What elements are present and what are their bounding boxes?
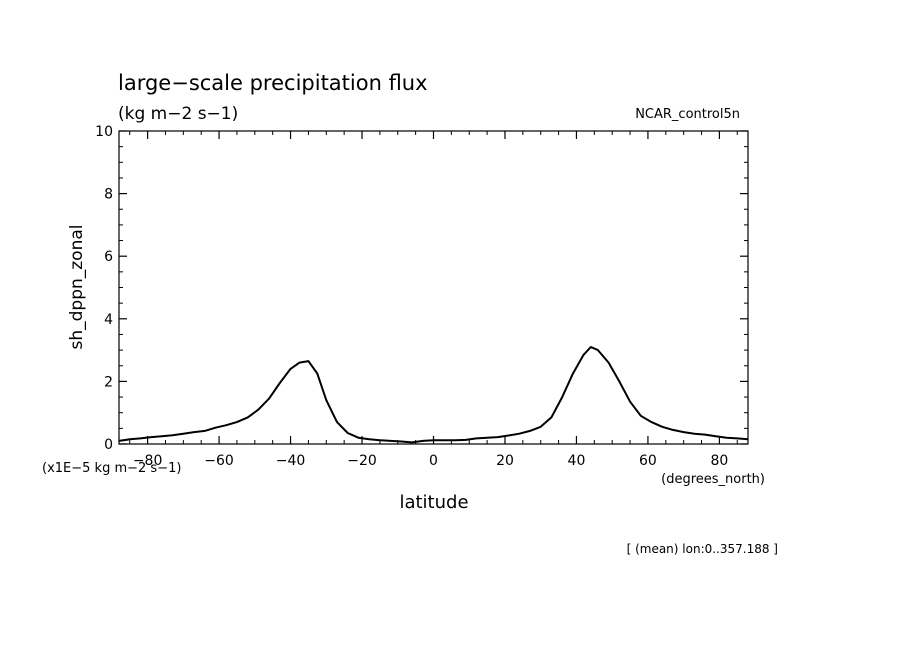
series-group <box>118 346 749 444</box>
x-tick-label: 40 <box>568 453 586 469</box>
y-axis: 0 2 4 6 8 10 <box>95 124 748 453</box>
chart-subtitle: (kg m−2 s−1) <box>118 104 238 124</box>
x-units-label: (degrees_north) <box>661 472 765 487</box>
chart-title: large−scale precipitation flux <box>118 71 428 95</box>
x-tick-label: 80 <box>710 453 728 469</box>
y-tick-label: 10 <box>95 124 113 140</box>
x-tick-label: −60 <box>204 453 234 469</box>
x-axis: −80 −60 −40 −20 0 20 40 60 80 <box>129 131 738 469</box>
plot-frame <box>118 130 749 445</box>
y-axis-label: sh_dppn_zonal <box>67 224 87 349</box>
x-tick-label: −20 <box>347 453 377 469</box>
series-line <box>118 346 749 444</box>
y-tick-label: 4 <box>104 312 113 328</box>
x-tick-label: 60 <box>639 453 657 469</box>
x-axis-label: latitude <box>399 492 468 513</box>
footer-note: [ (mean) lon:0..357.188 ] <box>627 542 778 556</box>
y-tick-label: 2 <box>104 374 113 390</box>
dataset-label: NCAR_control5n <box>635 107 740 122</box>
y-tick-label: 8 <box>104 187 113 203</box>
y-units-label: (x1E−5 kg m−2 s−1) <box>42 461 181 476</box>
y-tick-label: 0 <box>104 437 113 453</box>
x-tick-label: 20 <box>496 453 514 469</box>
x-tick-label: −80 <box>133 453 163 469</box>
y-tick-label: 6 <box>104 249 113 265</box>
x-tick-label: 0 <box>429 453 438 469</box>
x-tick-label: −40 <box>276 453 306 469</box>
plot-border <box>118 130 749 445</box>
